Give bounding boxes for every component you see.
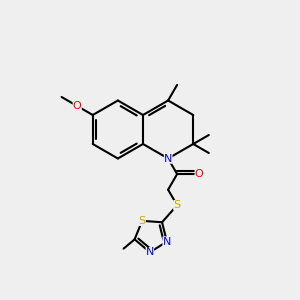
Text: S: S <box>174 200 181 210</box>
Text: S: S <box>174 200 181 210</box>
Text: S: S <box>139 216 146 226</box>
Text: N: N <box>164 154 172 164</box>
Text: O: O <box>73 101 82 111</box>
Text: N: N <box>146 247 154 257</box>
Text: N: N <box>163 237 171 247</box>
Text: S: S <box>174 200 181 210</box>
Text: O: O <box>73 101 82 111</box>
Text: N: N <box>146 247 154 257</box>
Text: N: N <box>164 154 172 164</box>
Text: N: N <box>163 237 171 247</box>
Text: O: O <box>195 169 203 179</box>
Text: S: S <box>139 216 146 226</box>
Text: O: O <box>195 169 203 179</box>
